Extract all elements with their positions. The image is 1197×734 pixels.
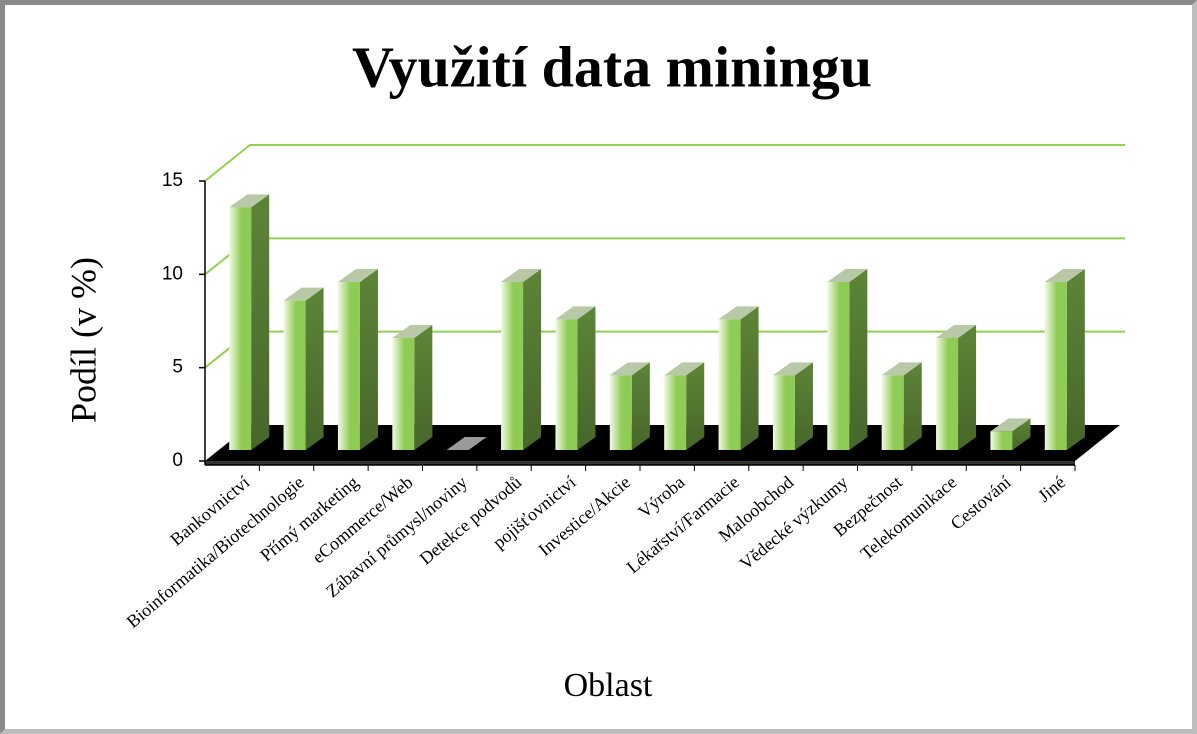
bar-side-shade [631,362,650,450]
bar-side-shade [305,287,324,450]
bar-top [881,362,922,376]
bar [1044,282,1067,450]
bar-side-shade [523,269,542,450]
bar-side-shade [740,306,759,450]
floor-edge [205,461,1075,465]
y-tick-label: 15 [162,170,183,191]
x-tick-label: Jiné [1034,472,1069,506]
bar [229,207,252,450]
bar [609,375,632,450]
grid-line [204,237,1125,276]
bar [718,319,741,450]
bar-side-shade [1066,269,1085,450]
bar-top [392,325,433,338]
bar [337,282,360,450]
bar [501,282,524,450]
bar [283,300,306,450]
bar-top [772,362,813,376]
bar [936,338,959,450]
bar-top [990,418,1031,432]
bar [827,282,850,450]
bar-side-shade [414,325,433,450]
bar-top [609,362,650,376]
bar-top [501,269,542,282]
bar [392,338,415,450]
bar-top [936,325,977,338]
bar-top [555,306,596,320]
bar-side-shade [1012,418,1031,450]
bar [555,319,578,450]
bar-side-shade [686,362,705,450]
y-tick-label: 0 [172,450,183,471]
bar-side-shade [849,269,868,450]
bar-side-shade [903,362,922,450]
x-tick-label: Cestování [947,472,1015,534]
x-tick-label: Telekomunikace [857,472,961,564]
bar-top [1044,269,1085,282]
y-axis-title: Podíl (v %) [63,257,103,423]
y-tick-label: 10 [162,263,183,284]
bar-side-shade [359,269,378,450]
x-axis-title: Oblast [564,667,653,704]
bar-side-shade [794,362,813,450]
bar-top [718,306,759,320]
bar-side-shade [958,325,977,450]
bar [881,375,904,450]
bar-top [229,194,270,208]
bar-top [827,269,868,282]
bar-top [337,269,378,282]
bar-side-shade [251,194,270,450]
bar [772,375,795,450]
bar-top [664,362,705,376]
bar [990,431,1013,450]
bar-top [446,437,487,450]
bar-top [283,287,324,301]
grid-line [204,144,1125,182]
y-tick-label: 5 [172,357,183,378]
bar-side-shade [577,306,596,450]
chart: Využití data miningu Podíl (v %) Oblast … [63,34,1125,704]
bar [664,375,687,450]
chart-title: Využití data miningu [352,34,872,99]
